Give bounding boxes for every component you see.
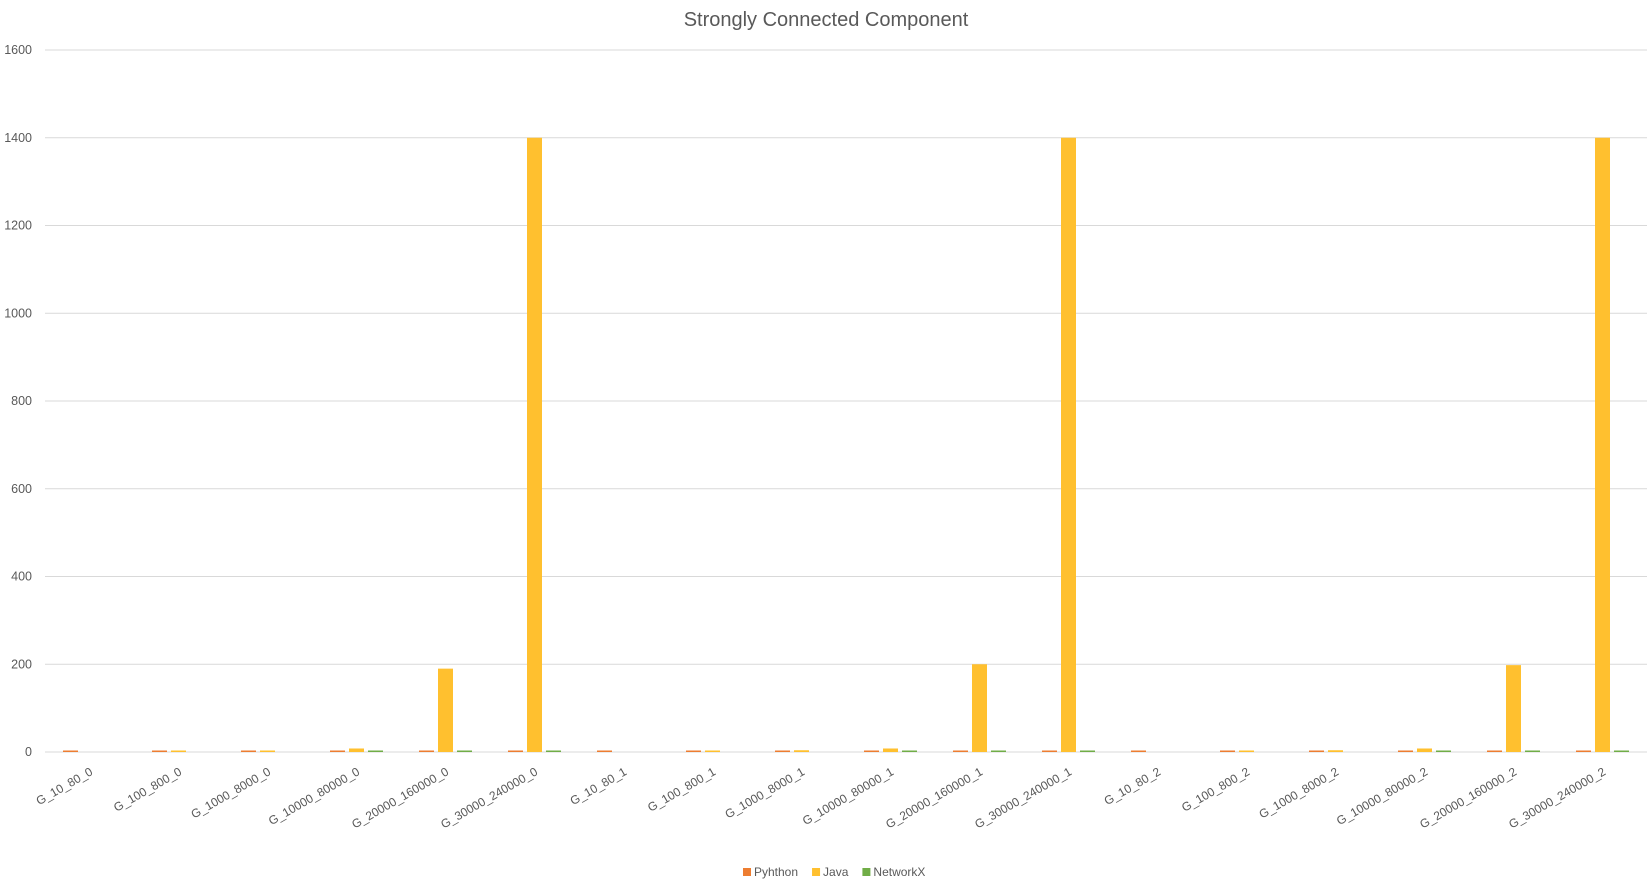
bar-pyhthon-G_10_80_2 [1131, 750, 1146, 752]
bar-pyhthon-G_20000_160000_0 [419, 750, 434, 752]
x-axis-labels: G_10_80_0 G_100_800_0 G_1000_8000_0G_10000… [34, 764, 1609, 831]
bar-pyhthon-G_20000_160000_1 [953, 750, 968, 752]
x-tick-label: G_100_800_0 [111, 764, 184, 814]
bar-networkx-G_20000_160000_0 [457, 750, 472, 752]
x-tick-label: G_20000_160000_1 [883, 764, 985, 831]
bar-java-G_1000_8000_0 [260, 750, 275, 752]
bar-java-G_100_800_1 [705, 750, 720, 752]
bar-java-G_10000_80000_0 [349, 748, 364, 752]
x-tick-label: G_10_80_0 [34, 764, 96, 808]
y-tick-label: 600 [11, 482, 32, 496]
bar-pyhthon-G_10000_80000_0 [330, 750, 345, 752]
bar-pyhthon-G_1000_8000_0 [241, 750, 256, 752]
x-tick-label: G_1000_8000_1 [723, 764, 808, 821]
gridlines [45, 49, 1647, 753]
bar-pyhthon-G_20000_160000_2 [1487, 750, 1502, 752]
bar-java-G_1000_8000_1 [794, 750, 809, 752]
legend-swatch-pyhthon [743, 868, 751, 876]
chart-title: Strongly Connected Component [684, 9, 969, 31]
bar-networkx-G_20000_160000_2 [1525, 750, 1540, 752]
x-tick-label: G_20000_160000_0 [349, 764, 451, 831]
x-tick-label: G_30000_240000_2 [1506, 764, 1608, 831]
x-tick-label: G_10_80_1 [568, 764, 630, 808]
y-tick-label: 0 [25, 745, 32, 759]
bar-java-G_100_800_2 [1239, 750, 1254, 752]
y-tick-label: 200 [11, 657, 32, 671]
x-tick-label: G_20000_160000_2 [1417, 764, 1519, 831]
bar-pyhthon-G_100_800_2 [1220, 750, 1235, 752]
legend-swatch-networkx [862, 868, 871, 876]
y-tick-label: 1200 [4, 219, 32, 233]
x-tick-label: G_30000_240000_0 [438, 764, 540, 831]
y-axis-ticks: 0 200 400 600 800 1000 1200 1400 1600 [4, 43, 32, 759]
bar-java-G_30000_240000_2 [1595, 137, 1610, 752]
x-tick-label: G_10000_80000_2 [1334, 764, 1430, 828]
bars [63, 137, 1629, 752]
bar-pyhthon-G_30000_240000_1 [1042, 750, 1057, 752]
bar-java-G_1000_8000_2 [1328, 750, 1343, 752]
bar-pyhthon-G_30000_240000_0 [508, 750, 523, 752]
legend-swatch-java [812, 868, 821, 876]
y-tick-label: 1000 [4, 306, 32, 320]
bar-java-G_100_800_0 [171, 750, 186, 752]
bar-java-G_30000_240000_1 [1061, 137, 1076, 752]
bar-pyhthon-G_10000_80000_2 [1398, 750, 1413, 752]
bar-java-G_20000_160000_2 [1506, 665, 1521, 752]
bar-pyhthon-G_1000_8000_1 [775, 750, 790, 752]
y-tick-label: 1600 [4, 43, 32, 57]
x-tick-label: G_10000_80000_1 [800, 764, 896, 828]
bar-networkx-G_30000_240000_1 [1080, 750, 1095, 752]
x-tick-label: G_1000_8000_0 [189, 764, 274, 821]
bar-java-G_30000_240000_0 [527, 137, 542, 752]
y-tick-label: 800 [11, 394, 32, 408]
y-tick-label: 1400 [4, 131, 32, 145]
x-tick-label: G_100_800_2 [1179, 764, 1252, 814]
legend-label-pyhthon: Pyhthon [754, 865, 798, 879]
bar-pyhthon-G_100_800_0 [152, 750, 167, 752]
bar-pyhthon-G_10000_80000_1 [864, 750, 879, 752]
bar-pyhthon-G_1000_8000_2 [1309, 750, 1324, 752]
x-tick-label: G_10_80_2 [1102, 764, 1164, 808]
bar-networkx-G_10000_80000_0 [368, 750, 383, 752]
x-tick-label: G_1000_8000_2 [1257, 764, 1342, 821]
bar-java-G_10000_80000_1 [883, 748, 898, 752]
legend-label-networkx: NetworkX [873, 865, 925, 879]
bar-pyhthon-G_10_80_1 [597, 750, 612, 752]
bar-java-G_20000_160000_1 [972, 664, 987, 752]
legend-label-java: Java [823, 865, 849, 879]
x-tick-label: G_10000_80000_0 [266, 764, 362, 828]
bar-networkx-G_10000_80000_2 [1436, 750, 1451, 752]
bar-java-G_10000_80000_2 [1417, 748, 1432, 752]
bar-pyhthon-G_30000_240000_2 [1576, 750, 1591, 752]
y-tick-label: 400 [11, 570, 32, 584]
bar-pyhthon-G_100_800_1 [686, 750, 701, 752]
bar-networkx-G_20000_160000_1 [991, 750, 1006, 752]
bar-networkx-G_30000_240000_0 [546, 750, 561, 752]
bar-java-G_20000_160000_0 [438, 668, 453, 752]
bar-pyhthon-G_10_80_0 [63, 750, 78, 752]
x-tick-label: G_100_800_1 [645, 764, 718, 814]
bar-networkx-G_30000_240000_2 [1614, 750, 1629, 752]
legend: Pyhthon Java NetworkX [743, 865, 925, 879]
x-tick-label: G_30000_240000_1 [972, 764, 1074, 831]
bar-networkx-G_10000_80000_1 [902, 750, 917, 752]
